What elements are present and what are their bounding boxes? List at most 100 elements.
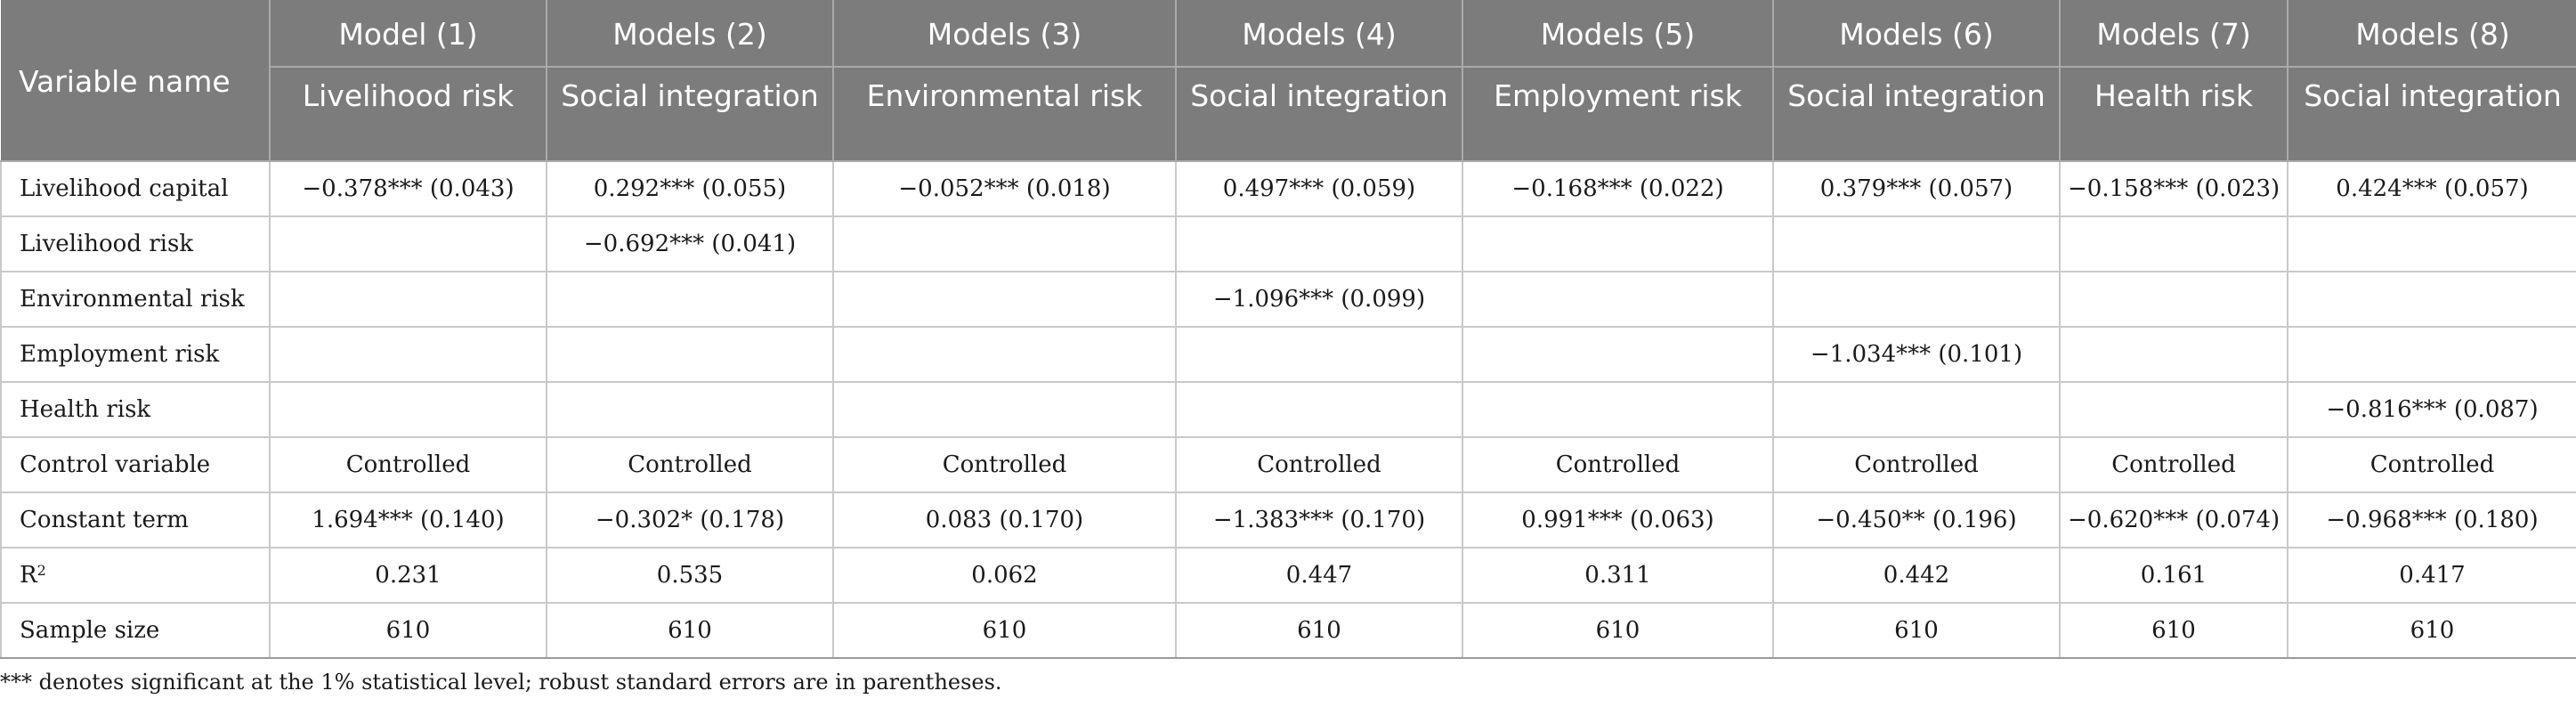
row-label: Health risk [0, 382, 271, 438]
header-row-models: Variable name Model (1) Models (2) Model… [1, 0, 2576, 162]
regression-table: Variable name Model (1) Models (2) Model… [0, 0, 2576, 659]
table-cell: −1.096*** (0.099) [1176, 272, 1463, 328]
header-dependent-8: Social integration [2288, 67, 2576, 162]
row-label-text: Control variable [20, 451, 211, 478]
table-cell: 610 [2288, 603, 2576, 659]
table-cell: 0.083 (0.170) [833, 492, 1177, 549]
table-cell: 610 [2060, 603, 2288, 659]
table-cell: 610 [833, 603, 1177, 659]
table-cell: Controlled [1462, 437, 1774, 493]
row-label: Environmental risk [0, 272, 271, 328]
table-cell [1462, 382, 1774, 438]
table-cell: −0.620*** (0.074) [2060, 492, 2288, 549]
table-cell: Controlled [1773, 437, 2061, 493]
row-label: Livelihood risk [0, 216, 271, 272]
table-row: R2 0.231 0.535 0.062 0.447 0.311 0.442 0.161 0.4… [0, 548, 2576, 604]
table-cell [2060, 382, 2288, 438]
table-cell [270, 216, 547, 272]
table-cell [833, 216, 1177, 272]
table-cell: Controlled [2288, 437, 2576, 493]
table-row: Environmental risk −1.096*** (0.099) [0, 272, 2576, 328]
row-label-text: Livelihood capital [20, 175, 229, 202]
table-cell [833, 272, 1177, 328]
header-model-2: Models (2) [547, 0, 834, 68]
header-model-1: Model (1) [270, 0, 547, 68]
table-cell: 610 [1773, 603, 2061, 659]
row-label-text: Sample size [20, 617, 160, 644]
table-cell: Controlled [2060, 437, 2288, 493]
table-cell: 610 [1176, 603, 1463, 659]
header-dependent-5: Employment risk [1462, 67, 1774, 162]
table-cell [1176, 216, 1463, 272]
table-row: Livelihood risk −0.692*** (0.041) [0, 216, 2576, 272]
table-row: Health risk −0.816*** (0.087) [0, 382, 2576, 438]
table-cell [2060, 216, 2288, 272]
table-row: Employment risk −1.034*** (0.101) [0, 327, 2576, 383]
table-cell: 610 [270, 603, 547, 659]
table-cell: 0.311 [1462, 548, 1774, 604]
table-cell: −0.378*** (0.043) [270, 161, 547, 217]
row-label-text: Constant term [20, 507, 189, 533]
table-cell [1462, 272, 1774, 328]
row-label: Control variable [0, 437, 271, 493]
table-cell: 0.062 [833, 548, 1177, 604]
header-model-8: Models (8) [2288, 0, 2576, 68]
table-cell: 0.231 [270, 548, 547, 604]
header-dependent-3: Environmental risk [833, 67, 1177, 162]
table-row: Control variable Controlled Controlled Cont… [0, 437, 2576, 493]
table-cell: 0.379*** (0.057) [1773, 161, 2061, 217]
row-label: Constant term [0, 492, 271, 549]
header-row-dependent-variables: Livelihood risk Social integration Envir… [1, 67, 2576, 162]
table-cell: 0.442 [1773, 548, 2061, 604]
table-cell: −0.968*** (0.180) [2288, 492, 2576, 549]
header-dependent-1: Livelihood risk [270, 67, 547, 162]
header-model-7: Models (7) [2060, 0, 2288, 68]
table-body: Livelihood capital −0.378*** (0.043) 0.292… [0, 161, 2576, 659]
row-label-text: Health risk [20, 396, 151, 423]
table-cell: −0.450** (0.196) [1773, 492, 2061, 549]
table-cell: −0.302* (0.178) [547, 492, 834, 549]
header-dependent-2: Social integration [547, 67, 834, 162]
table-row: Livelihood capital −0.378*** (0.043) 0.292… [0, 161, 2576, 217]
table-cell [270, 272, 547, 328]
table-cell [1773, 382, 2061, 438]
header-model-6: Models (6) [1773, 0, 2061, 68]
header-model-4: Models (4) [1176, 0, 1463, 68]
table-cell [2288, 327, 2576, 383]
table-cell: 610 [547, 603, 834, 659]
table-cell [2288, 272, 2576, 328]
table-cell [1176, 327, 1463, 383]
table-cell: 0.161 [2060, 548, 2288, 604]
table-cell: −0.168*** (0.022) [1462, 161, 1774, 217]
row-label-text: R [20, 562, 37, 589]
header-model-5: Models (5) [1462, 0, 1774, 68]
table-cell: 0.447 [1176, 548, 1463, 604]
table-row: Constant term 1.694*** (0.140) −0.302* (0.… [0, 492, 2576, 549]
table-cell: 0.424*** (0.057) [2288, 161, 2576, 217]
table-cell [270, 382, 547, 438]
row-label: Livelihood capital [0, 161, 271, 217]
table-cell [2060, 272, 2288, 328]
table-cell [547, 272, 834, 328]
table-cell: −0.052*** (0.018) [833, 161, 1177, 217]
table-cell [1773, 272, 2061, 328]
row-label-text: Environmental risk [20, 286, 245, 313]
table-cell: −1.383*** (0.170) [1176, 492, 1463, 549]
table-cell: 1.694*** (0.140) [270, 492, 547, 549]
header-dependent-7: Health risk [2060, 67, 2288, 162]
row-label: R2 [0, 548, 271, 604]
table-cell: Controlled [270, 437, 547, 493]
table-cell: −0.158*** (0.023) [2060, 161, 2288, 217]
header-variable-name: Variable name [1, 0, 271, 162]
table-header: Variable name Model (1) Models (2) Model… [1, 0, 2576, 162]
table-cell: −0.816*** (0.087) [2288, 382, 2576, 438]
table-cell: 0.535 [547, 548, 834, 604]
regression-table-container: Variable name Model (1) Models (2) Model… [0, 0, 2576, 659]
table-cell [2288, 216, 2576, 272]
row-label-text: Livelihood risk [20, 231, 194, 257]
table-cell [270, 327, 547, 383]
table-cell: 0.292*** (0.055) [547, 161, 834, 217]
table-cell [1176, 382, 1463, 438]
table-cell [833, 382, 1177, 438]
table-cell: −1.034*** (0.101) [1773, 327, 2061, 383]
